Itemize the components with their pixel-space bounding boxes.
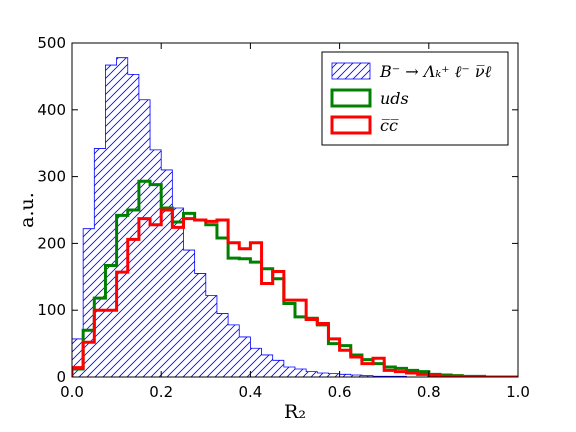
y-tick-label: 0 — [56, 368, 66, 386]
series-2 — [72, 208, 518, 377]
legend-label-1: uds — [380, 89, 409, 108]
legend-label-2: c̅c̅ — [380, 116, 399, 135]
legend-swatch-hatched — [331, 62, 371, 80]
x-tick-label: 0.8 — [417, 383, 441, 401]
plot-frame — [71, 42, 519, 378]
y-tick-label: 500 — [37, 34, 66, 52]
axis-ticks: 0.0 0.2 0.4 0.6 0.8 1.0 0 100 200 300 400 500 — [37, 34, 530, 401]
legend-label-0: B⁻ → Λₖ⁺ ℓ⁻ ν̅ℓ — [379, 62, 492, 81]
x-tick-label: 1.0 — [506, 383, 530, 401]
legend-swatch-1 — [330, 88, 372, 108]
x-tick-label: 0.0 — [60, 383, 84, 401]
x-tick-label: 0.4 — [238, 383, 262, 401]
legend: B⁻ → Λₖ⁺ ℓ⁻ ν̅ℓ uds c̅c̅ — [321, 51, 509, 146]
x-axis-title: R₂ — [284, 401, 306, 423]
step-histogram-2 — [72, 208, 518, 377]
y-axis-title: a.u. — [16, 192, 38, 228]
y-tick-label: 300 — [37, 168, 66, 186]
y-tick-label: 200 — [37, 234, 66, 252]
y-tick-label: 400 — [37, 101, 66, 119]
x-tick-label: 0.6 — [328, 383, 352, 401]
y-tick-label: 100 — [37, 301, 66, 319]
legend-swatch-2 — [330, 115, 372, 135]
x-tick-label: 0.2 — [149, 383, 173, 401]
